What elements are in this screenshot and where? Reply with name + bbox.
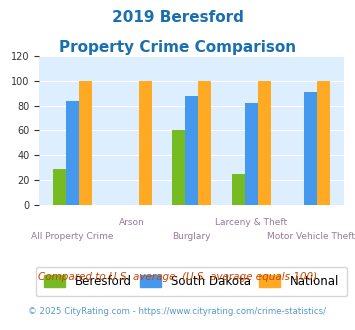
Text: Property Crime Comparison: Property Crime Comparison (59, 40, 296, 54)
Text: Motor Vehicle Theft: Motor Vehicle Theft (267, 232, 355, 241)
Bar (79, 81, 92, 205)
Bar (53, 169, 66, 205)
Text: Larceny & Theft: Larceny & Theft (215, 218, 287, 227)
Bar (245, 103, 258, 205)
Bar (231, 174, 245, 205)
Text: © 2025 CityRating.com - https://www.cityrating.com/crime-statistics/: © 2025 CityRating.com - https://www.city… (28, 307, 327, 316)
Text: 2019 Beresford: 2019 Beresford (111, 10, 244, 25)
Bar (198, 81, 211, 205)
Text: Arson: Arson (119, 218, 145, 227)
Bar (258, 81, 271, 205)
Legend: Beresford, South Dakota, National: Beresford, South Dakota, National (36, 267, 348, 296)
Text: Burglary: Burglary (173, 232, 211, 241)
Bar (317, 81, 331, 205)
Bar (304, 92, 317, 205)
Bar (66, 101, 79, 205)
Text: Compared to U.S. average. (U.S. average equals 100): Compared to U.S. average. (U.S. average … (38, 272, 317, 282)
Bar (172, 130, 185, 205)
Text: All Property Crime: All Property Crime (31, 232, 114, 241)
Bar (139, 81, 152, 205)
Bar (185, 96, 198, 205)
